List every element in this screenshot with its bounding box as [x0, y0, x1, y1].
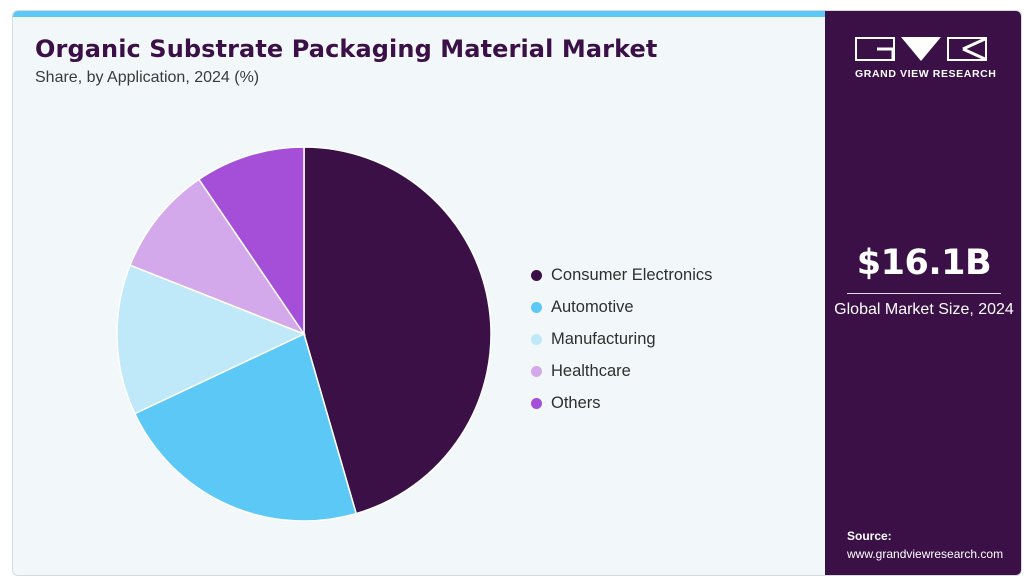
source-url[interactable]: www.grandviewresearch.com — [847, 547, 1004, 561]
pie-chart — [116, 146, 492, 522]
legend-swatch — [531, 269, 542, 281]
sidebar-panel: GRAND VIEW RESEARCH $16.1B Global Market… — [825, 11, 1021, 575]
legend-item: Manufacturing — [531, 323, 712, 355]
legend-label: Healthcare — [551, 361, 631, 380]
chart-legend: Consumer Electronics Automotive Manufactur… — [531, 259, 712, 419]
logo-marks — [855, 37, 995, 61]
chart-area: Organic Substrate Packaging Material Mar… — [13, 11, 825, 575]
divider — [847, 293, 1001, 294]
chart-title: Organic Substrate Packaging Material Mar… — [35, 35, 658, 63]
legend-label: Automotive — [551, 297, 634, 316]
source-label: Source: — [847, 529, 892, 543]
legend-item: Others — [531, 387, 712, 419]
legend-item: Automotive — [531, 291, 712, 323]
legend-swatch — [531, 333, 542, 345]
logo-v-mark — [901, 37, 941, 61]
pie-slice-manufacturing — [116, 264, 306, 415]
legend-swatch — [531, 301, 542, 313]
chart-card: Organic Substrate Packaging Material Mar… — [12, 10, 1022, 576]
legend-label: Others — [551, 393, 601, 412]
pie-slice-healthcare — [129, 178, 306, 336]
brand-name: GRAND VIEW RESEARCH — [855, 68, 997, 80]
pie-slice-automotive — [133, 332, 358, 522]
legend-swatch — [531, 365, 542, 377]
market-size-value: $16.1B — [856, 243, 992, 283]
pie-slice-consumer-electronics — [303, 146, 492, 515]
pie-slice-others — [197, 146, 305, 337]
brand-logo: GRAND VIEW RESEARCH — [855, 37, 997, 80]
legend-item: Consumer Electronics — [531, 259, 712, 291]
logo-r-mark — [947, 37, 987, 61]
legend-swatch — [531, 397, 542, 409]
accent-strip — [13, 11, 825, 17]
legend-label: Consumer Electronics — [551, 265, 713, 284]
chart-subtitle: Share, by Application, 2024 (%) — [35, 69, 260, 86]
market-size-label: Global Market Size, 2024 — [834, 301, 1014, 318]
legend-item: Healthcare — [531, 355, 712, 387]
logo-g-mark — [855, 37, 895, 61]
legend-label: Manufacturing — [551, 329, 656, 348]
